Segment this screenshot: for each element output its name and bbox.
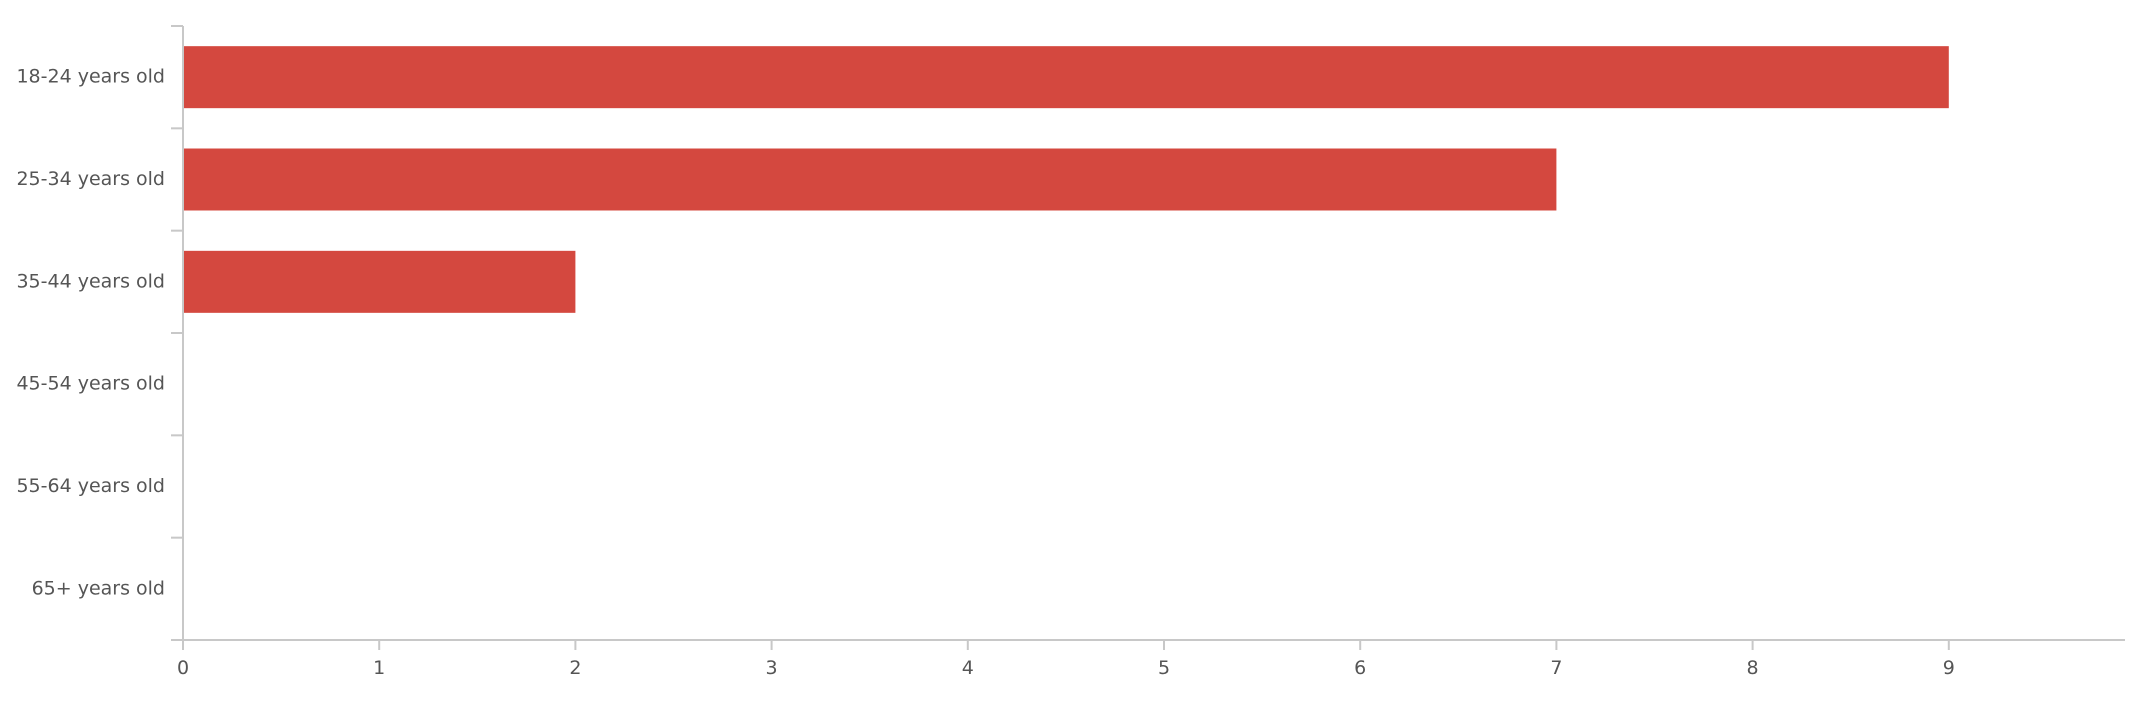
- category-label: 25-34 years old: [16, 168, 165, 190]
- bar: [184, 148, 1557, 211]
- y-ticks-group: [171, 25, 183, 641]
- x-tick-label: 7: [1550, 657, 1562, 679]
- x-tick-label: 1: [373, 657, 385, 679]
- category-labels-group: 18-24 years old 25-34 years old 35-44 year…: [16, 66, 165, 600]
- x-tick-label: 0: [177, 657, 189, 679]
- x-tick-label: 5: [1158, 657, 1170, 679]
- category-label: 45-54 years old: [16, 373, 165, 395]
- x-tick-label: 3: [766, 657, 778, 679]
- category-label: 55-64 years old: [16, 475, 165, 497]
- x-tick-label: 8: [1747, 657, 1759, 679]
- category-label: 65+ years old: [32, 577, 165, 599]
- bar: [184, 46, 1949, 109]
- x-tick-label: 4: [962, 657, 974, 679]
- category-label: 35-44 years old: [16, 270, 165, 292]
- x-tick-labels-group: 0 1 2 3 4 5 6 7 8 9: [177, 657, 1955, 679]
- bars-group: [184, 46, 1949, 313]
- axes-group: [182, 26, 2125, 641]
- x-tick-label: 6: [1354, 657, 1366, 679]
- x-tick-label: 9: [1943, 657, 1955, 679]
- category-label: 18-24 years old: [16, 66, 165, 88]
- bar: [184, 250, 576, 313]
- x-ticks-group: [182, 640, 1950, 650]
- x-tick-label: 2: [569, 657, 581, 679]
